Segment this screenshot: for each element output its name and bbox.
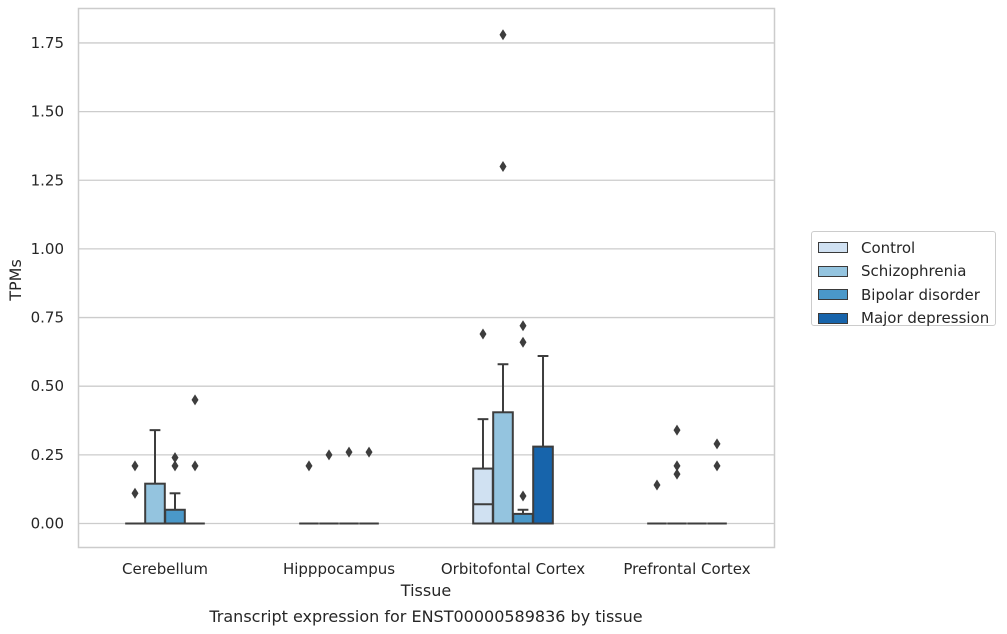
y-tick-label: 1.00 xyxy=(31,240,64,258)
box-group xyxy=(144,429,166,525)
box xyxy=(492,411,514,525)
box xyxy=(472,467,494,525)
outlier-point xyxy=(131,460,139,472)
legend-label: Control xyxy=(861,238,916,257)
y-tick-labels: 0.00 0.25 0.50 0.75 1.00 1.25 1.50 1.75 xyxy=(31,34,64,533)
box xyxy=(512,512,534,525)
box-group xyxy=(707,438,727,525)
outlier-point xyxy=(673,424,681,436)
y-tick-label: 1.50 xyxy=(31,103,64,121)
legend: Control Schizophrenia Bipolar disorder Majo… xyxy=(811,231,996,327)
legend-swatch xyxy=(818,312,848,324)
x-tick-label: Cerebellum xyxy=(122,560,208,578)
x-axis-label: Tissue xyxy=(400,581,451,600)
y-tick-label: 0.50 xyxy=(31,377,64,395)
outlier-point xyxy=(171,460,179,472)
chart-title: Transcript expression for ENST0000058983… xyxy=(208,607,642,626)
legend-item: Major depression xyxy=(818,307,995,331)
box-group xyxy=(667,424,687,525)
x-tick-label: Prefrontal Cortex xyxy=(623,560,750,578)
outlier-point xyxy=(713,438,721,450)
outlier-point xyxy=(131,487,139,499)
legend-item: Schizophrenia xyxy=(818,260,995,284)
box-group xyxy=(512,320,534,525)
outlier-point xyxy=(365,446,373,458)
y-tick-label: 1.75 xyxy=(31,34,64,52)
outlier-point xyxy=(305,460,313,472)
legend-item: Control xyxy=(818,236,995,260)
x-tick-label: Orbitofontal Cortex xyxy=(441,560,585,578)
outlier-point xyxy=(479,328,487,340)
outlier-point xyxy=(191,394,199,406)
outlier-point xyxy=(519,320,527,332)
legend-label: Schizophrenia xyxy=(861,262,967,281)
outlier-point xyxy=(325,449,333,461)
box-group xyxy=(164,452,186,525)
outlier-point xyxy=(653,479,661,491)
legend-item: Bipolar disorder xyxy=(818,283,995,307)
box-group xyxy=(647,479,667,525)
outlier-point xyxy=(499,29,507,41)
outlier-point xyxy=(499,161,507,173)
legend-label: Bipolar disorder xyxy=(861,285,980,304)
y-tick-label: 0.00 xyxy=(31,515,64,533)
box-group xyxy=(472,328,494,525)
outlier-point xyxy=(713,460,721,472)
box xyxy=(532,445,554,525)
box-group xyxy=(359,446,379,525)
box-group xyxy=(125,460,145,525)
legend-label: Major depression xyxy=(861,309,990,328)
outlier-point xyxy=(171,452,179,464)
box-group xyxy=(319,449,339,525)
box-series xyxy=(125,29,727,525)
outlier-point xyxy=(673,460,681,472)
outlier-point xyxy=(519,490,527,502)
box-group xyxy=(492,29,514,525)
outlier-point xyxy=(519,336,527,348)
box-group xyxy=(185,394,205,525)
box-group xyxy=(339,446,359,525)
box-group xyxy=(299,460,319,525)
y-tick-label: 1.25 xyxy=(31,171,64,189)
y-axis-label: TPMs xyxy=(6,259,25,302)
box-group xyxy=(532,354,554,525)
outlier-point xyxy=(345,446,353,458)
outlier-point xyxy=(673,468,681,480)
legend-swatch xyxy=(818,265,848,277)
legend-swatch xyxy=(818,242,848,254)
plot-area xyxy=(77,7,776,549)
y-tick-label: 0.25 xyxy=(31,446,64,464)
x-tick-label: Hipppocampus xyxy=(283,560,395,578)
box xyxy=(164,508,186,525)
y-tick-label: 0.75 xyxy=(31,309,64,327)
legend-swatch xyxy=(818,289,848,301)
x-tick-labels: Cerebellum Hipppocampus Orbitofontal Corte… xyxy=(122,560,751,578)
box xyxy=(144,482,166,525)
outlier-point xyxy=(191,460,199,472)
